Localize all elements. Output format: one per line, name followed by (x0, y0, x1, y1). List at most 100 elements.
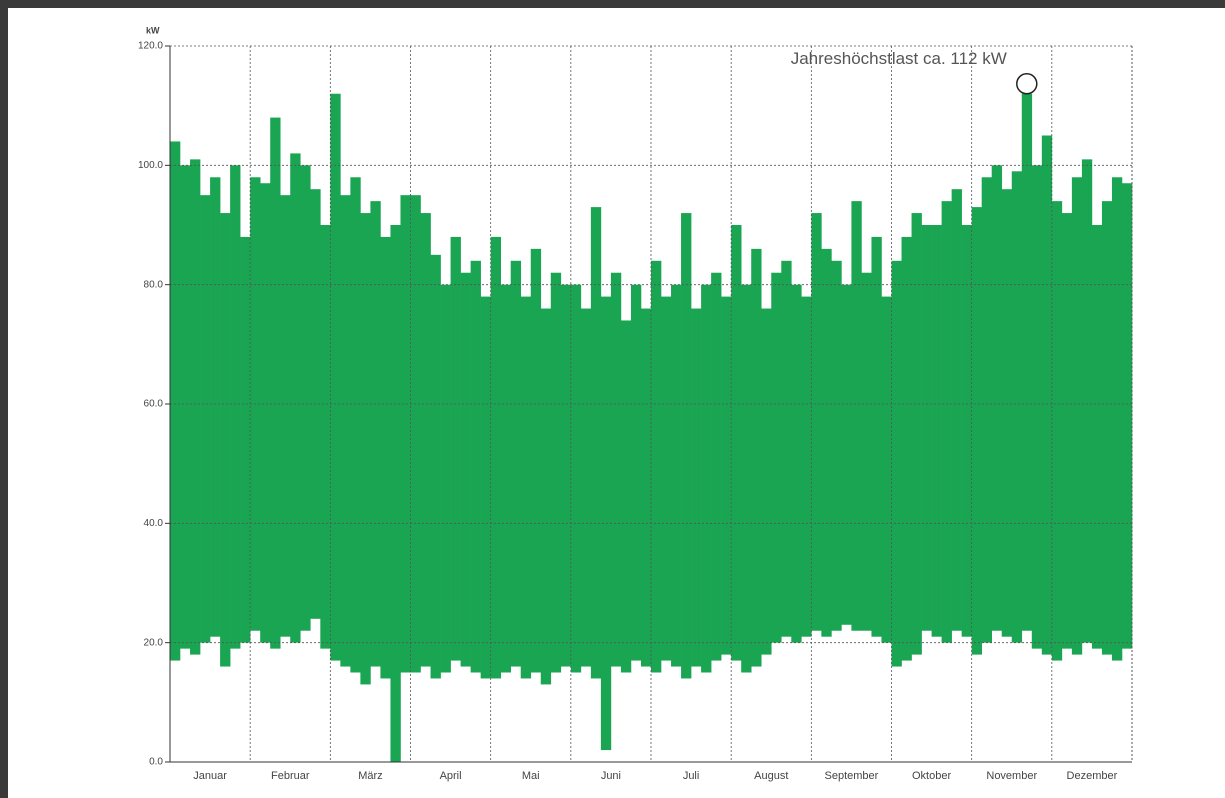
x-tick-label: April (440, 770, 462, 782)
load-range (570, 284, 582, 673)
y-tick-label: 60.0 (144, 399, 164, 410)
load-range (630, 284, 642, 661)
load-range (821, 248, 832, 637)
x-tick-label: November (986, 770, 1037, 782)
x-tick-label: August (754, 770, 788, 782)
load-range (360, 213, 371, 685)
load-range (290, 153, 301, 643)
load-range (220, 213, 231, 667)
load-range (320, 225, 331, 649)
x-tick-label: Januar (193, 770, 227, 782)
load-range (951, 189, 962, 631)
load-range (390, 225, 401, 762)
x-tick-label: September (825, 770, 879, 782)
load-range (420, 213, 431, 667)
load-range (520, 296, 532, 679)
x-tick-label: Juni (601, 770, 621, 782)
load-range (280, 195, 291, 637)
load-range (731, 225, 742, 661)
load-range (1121, 183, 1133, 649)
load-range (931, 225, 942, 637)
load-range (640, 308, 652, 667)
load-range (210, 177, 221, 637)
y-tick-label: 120.0 (138, 41, 163, 52)
y-tick-label: 100.0 (138, 160, 163, 171)
load-range (350, 177, 361, 673)
load-range (971, 207, 982, 655)
load-range (1021, 93, 1033, 631)
x-tick-label: Februar (271, 770, 310, 782)
load-range (681, 213, 692, 679)
load-range (440, 284, 451, 673)
load-range (1061, 213, 1073, 649)
load-range (410, 195, 421, 673)
load-range (661, 296, 672, 661)
load-range (851, 201, 862, 631)
load-range (540, 308, 552, 685)
load-range (1031, 165, 1043, 649)
load-range (240, 236, 251, 643)
load-range (1071, 177, 1083, 655)
load-range (771, 272, 782, 643)
load-range (580, 308, 592, 667)
load-range (620, 320, 632, 673)
load-range (370, 201, 381, 667)
load-range (941, 201, 952, 643)
load-range (651, 260, 662, 673)
load-range (560, 284, 572, 667)
load-range (921, 225, 932, 631)
load-range (831, 260, 842, 631)
load-range (530, 248, 542, 673)
load-range (340, 195, 351, 667)
load-range (480, 296, 491, 679)
load-range (550, 272, 562, 673)
y-unit: kW (146, 25, 160, 35)
load-range (170, 141, 181, 661)
load-range (400, 195, 411, 673)
load-range (1101, 201, 1113, 655)
load-range (781, 260, 792, 637)
load-range (270, 117, 281, 649)
load-range (260, 183, 271, 643)
load-range (1081, 159, 1093, 643)
load-range (981, 177, 993, 643)
peak-marker (1016, 72, 1038, 95)
load-range (500, 284, 512, 673)
load-range (671, 284, 682, 667)
load-range (871, 236, 882, 637)
load-range (470, 260, 481, 673)
load-range (701, 284, 712, 673)
load-range (590, 207, 602, 679)
load-range (510, 260, 522, 667)
load-range (330, 93, 341, 661)
load-range (911, 213, 922, 655)
load-range (961, 225, 972, 637)
load-range (751, 248, 762, 667)
load-range (1051, 201, 1063, 661)
load-range (1011, 171, 1023, 643)
y-tick-label: 0.0 (149, 757, 163, 768)
load-range (811, 213, 822, 631)
load-range (1111, 177, 1123, 661)
load-range (1041, 135, 1053, 655)
load-range (490, 236, 501, 679)
load-range (861, 272, 872, 631)
load-range (691, 308, 702, 667)
load-range (791, 284, 802, 643)
x-tick-label: März (358, 770, 382, 782)
load-range (180, 165, 191, 649)
load-range (881, 296, 892, 643)
y-tick-label: 40.0 (144, 518, 164, 529)
load-range (450, 236, 461, 661)
x-tick-label: Dezember (1067, 770, 1118, 782)
load-range (901, 236, 912, 661)
load-range (711, 272, 722, 661)
load-range (721, 296, 732, 655)
load-range (841, 284, 852, 625)
load-range (430, 254, 441, 679)
load-range (891, 260, 902, 667)
y-tick-label: 80.0 (144, 279, 164, 290)
load-range (991, 165, 1003, 631)
x-tick-label: Juli (683, 770, 700, 782)
